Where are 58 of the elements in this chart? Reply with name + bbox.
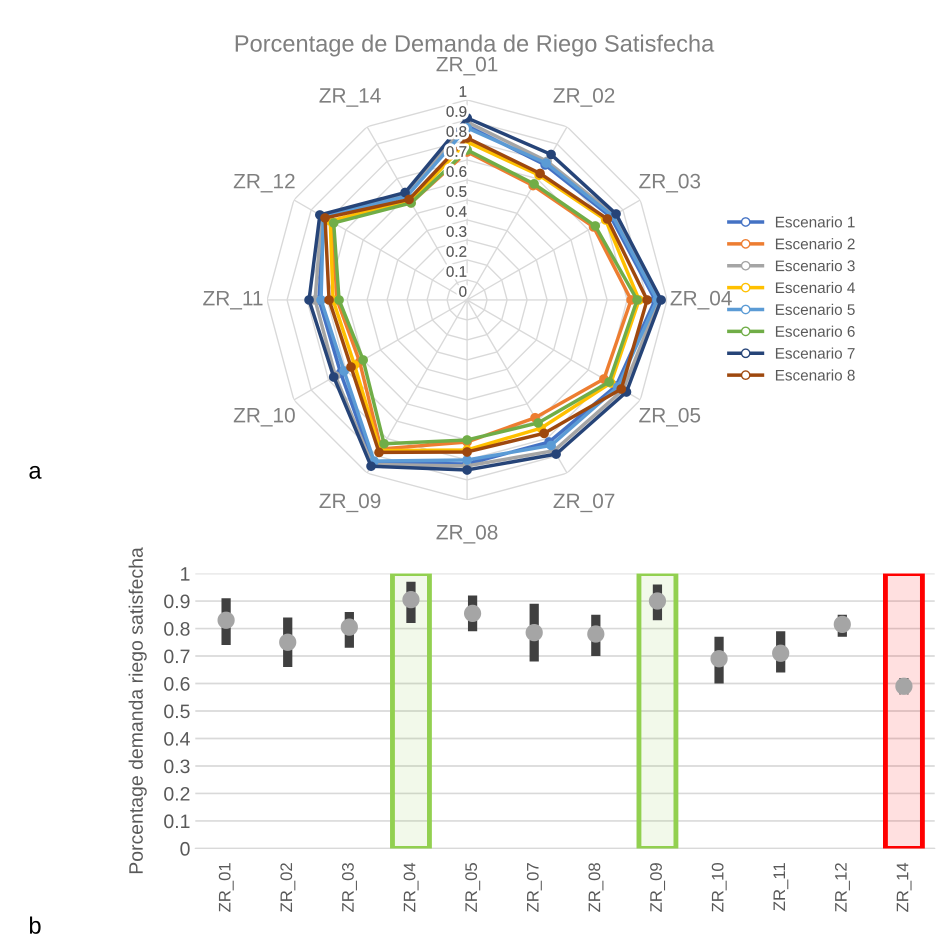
legend-label: Escenario 1: [776, 216, 855, 228]
y-axis-title: Porcentage demanda riego satisfecha: [128, 547, 147, 874]
y-tick-label: 0.7: [164, 649, 190, 664]
legend-label: Escenario 2: [776, 238, 855, 250]
spoke-label: ZR_02: [554, 88, 614, 107]
x-tick-label: ZR_07: [526, 863, 542, 912]
x-tick-label: ZR_09: [650, 863, 666, 912]
legend-label: Escenario 8: [776, 369, 855, 381]
x-tick-label: ZR_14: [896, 862, 912, 912]
y-tick-label: 0: [180, 842, 190, 856]
y-tick-label: 1: [460, 86, 466, 97]
y-tick-label: 0.6: [164, 676, 190, 691]
spoke-label: ZR_08: [436, 524, 498, 544]
x-tick-label: ZR_01: [218, 863, 234, 912]
y-tick-label: 0.9: [164, 594, 190, 608]
x-tick-label: ZR_04: [404, 862, 419, 912]
spoke-label: ZR_04: [670, 290, 732, 310]
y-tick-label: 0.1: [164, 814, 190, 828]
spoke-label: ZR_05: [639, 408, 700, 427]
y-tick-label: 0.3: [164, 759, 190, 774]
y-tick-label: 0: [459, 286, 466, 297]
legend-label: Escenario 7: [776, 348, 855, 359]
text: b: [30, 916, 41, 934]
y-tick-label: 0.7: [446, 146, 466, 157]
legend-label: Escenario 3: [776, 260, 855, 272]
spoke-label: ZR_07: [554, 493, 614, 512]
legend-label: Escenario 6: [776, 326, 855, 337]
x-tick-label: ZR_10: [712, 862, 727, 912]
chart-title: Porcentage de Demanda de Riego Satisfecha: [236, 34, 714, 57]
y-tick-label: 1: [181, 567, 190, 581]
y-tick-label: 0.4: [446, 206, 467, 217]
x-tick-label: ZR_02: [280, 863, 296, 912]
legend-label: Escenario 5: [776, 304, 855, 315]
y-tick-label: 0.3: [446, 226, 466, 237]
y-tick-label: 0.5: [164, 704, 190, 718]
spoke-label: ZR_09: [319, 493, 380, 512]
y-tick-label: 0.8: [164, 622, 190, 636]
y-tick-label: 0.9: [446, 106, 466, 117]
y-tick-label: 0.2: [446, 246, 466, 257]
spoke-label: ZR_14: [319, 88, 381, 107]
y-tick-label: 0.2: [164, 786, 190, 801]
y-tick-label: 0.1: [446, 266, 466, 277]
spoke-label: ZR_03: [639, 174, 700, 192]
y-tick-label: 0.4: [164, 732, 190, 746]
x-tick-label: ZR_11: [774, 863, 788, 911]
x-tick-label: ZR_08: [588, 863, 604, 912]
y-tick-label: 0.8: [446, 126, 466, 137]
y-tick-label: 0.6: [446, 166, 466, 177]
x-tick-label: ZR_05: [465, 863, 480, 912]
text: a: [29, 466, 42, 479]
spoke-label: ZR_01: [436, 56, 498, 76]
spoke-label: ZR_11: [203, 291, 263, 310]
y-tick-label: 0.5: [446, 186, 466, 197]
spoke-label: ZR_10: [234, 408, 295, 427]
x-tick-label: ZR_03: [342, 863, 357, 912]
spoke-label: ZR_12: [234, 174, 295, 192]
x-tick-label: ZR_12: [834, 863, 850, 912]
legend-label: Escenario 4: [776, 282, 855, 294]
